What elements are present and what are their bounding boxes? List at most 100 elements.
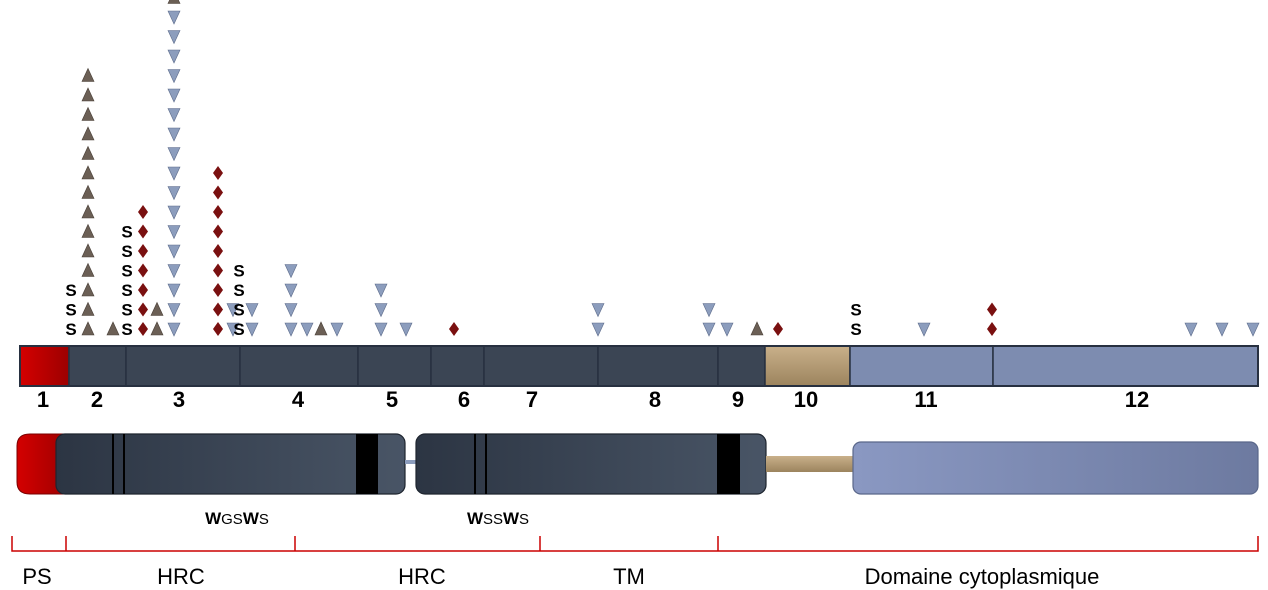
triangle-up-marker — [106, 321, 120, 336]
motif-line-1b — [123, 434, 125, 494]
exon-11 — [849, 345, 994, 387]
triangle-down-marker — [167, 30, 181, 45]
triangle-down-marker — [167, 244, 181, 259]
triangle-down-marker — [702, 322, 716, 337]
triangle-down-marker — [167, 303, 181, 318]
triangle-down-marker — [917, 322, 931, 337]
triangle-up-marker — [167, 0, 181, 4]
triangle-down-marker — [167, 69, 181, 84]
motif-line-2b — [485, 434, 487, 494]
triangle-up-marker — [81, 282, 95, 297]
exon-3 — [125, 345, 241, 387]
exon-9 — [717, 345, 766, 387]
triangle-down-marker — [245, 303, 259, 318]
triangle-down-marker — [591, 322, 605, 337]
triangle-down-marker — [374, 283, 388, 298]
triangle-down-marker — [167, 108, 181, 123]
splice-marker: S — [850, 320, 861, 339]
triangle-down-marker — [167, 322, 181, 337]
triangle-down-marker — [167, 264, 181, 279]
exon-5 — [357, 345, 432, 387]
motif-box-2 — [717, 434, 740, 494]
splice-marker: S — [233, 301, 244, 320]
diamond-marker — [138, 263, 148, 278]
motif-2: WSSWS — [467, 509, 529, 528]
triangle-up-marker — [314, 321, 328, 336]
exon-label-9: 9 — [732, 387, 744, 412]
triangle-down-marker — [374, 322, 388, 337]
triangle-up-marker — [150, 321, 164, 336]
diamond-marker — [213, 322, 223, 336]
exon-label-7: 7 — [526, 387, 538, 412]
triangle-down-marker — [167, 127, 181, 142]
exon-label-12: 12 — [1125, 387, 1149, 412]
domain-label-hrc-2: HRC — [398, 564, 446, 589]
diamond-marker — [213, 185, 223, 200]
splice-marker: S — [65, 320, 76, 339]
motif-box-1 — [356, 434, 378, 494]
diamond-marker — [987, 302, 997, 317]
diamond-marker — [138, 224, 148, 239]
exon-2 — [68, 345, 127, 387]
diamond-marker — [213, 263, 223, 278]
triangle-down-marker — [284, 303, 298, 318]
diamond-marker — [449, 322, 459, 336]
splice-marker: S — [121, 281, 132, 300]
triangle-down-marker — [167, 205, 181, 220]
splice-marker: S — [65, 301, 76, 320]
splice-marker: S — [850, 301, 861, 320]
triangle-down-marker — [167, 186, 181, 201]
protein-schematic — [16, 433, 1259, 495]
exon-4 — [239, 345, 359, 387]
diamond-marker — [213, 205, 223, 219]
domain-label-tm: TM — [613, 564, 645, 589]
triangle-down-marker — [167, 283, 181, 298]
triangle-down-marker — [1184, 322, 1198, 337]
triangle-down-marker — [284, 322, 298, 337]
triangle-down-marker — [167, 49, 181, 64]
triangle-up-marker — [81, 145, 95, 160]
motif-line-2a — [474, 434, 476, 494]
cytoplasmic-domain — [852, 441, 1259, 495]
splice-marker: S — [65, 281, 76, 300]
motif-1: WGSWS — [205, 509, 269, 528]
exon-bar-frame — [19, 345, 1259, 387]
hrc-domain-2 — [415, 433, 767, 495]
triangle-down-marker — [167, 147, 181, 162]
triangle-down-marker — [284, 283, 298, 298]
exon-1 — [19, 345, 70, 387]
splice-marker: S — [233, 281, 244, 300]
diamond-marker — [138, 283, 148, 297]
exon-label-6: 6 — [458, 387, 470, 412]
triangle-up-marker — [81, 204, 95, 219]
triangle-up-marker — [81, 243, 95, 258]
splice-marker: S — [121, 320, 132, 339]
diamond-marker — [987, 322, 997, 336]
triangle-up-marker — [81, 67, 95, 82]
triangle-up-marker — [81, 223, 95, 238]
domain-label-cytoplasmic: Domaine cytoplasmique — [865, 564, 1100, 589]
exon-6 — [430, 345, 485, 387]
triangle-down-marker — [167, 10, 181, 25]
diamond-marker — [213, 224, 223, 239]
hrc-domain-1 — [55, 433, 406, 495]
exon-label-2: 2 — [91, 387, 103, 412]
triangle-down-marker — [591, 303, 605, 318]
exon-label-1: 1 — [37, 387, 49, 412]
diamond-marker — [213, 302, 223, 317]
diamond-marker — [138, 302, 148, 317]
triangle-up-marker — [81, 87, 95, 102]
exon-12 — [992, 345, 1259, 387]
triangle-down-marker — [226, 303, 240, 318]
exon-label-11: 11 — [914, 387, 937, 412]
triangle-up-marker — [81, 301, 95, 316]
transmembrane-segment — [766, 456, 856, 472]
triangle-up-marker — [81, 126, 95, 141]
triangle-down-marker — [300, 322, 314, 337]
exon-8 — [597, 345, 719, 387]
triangle-up-marker — [81, 165, 95, 180]
splice-marker: S — [233, 262, 244, 281]
triangle-down-marker — [330, 322, 344, 337]
motif-line-1a — [112, 434, 114, 494]
